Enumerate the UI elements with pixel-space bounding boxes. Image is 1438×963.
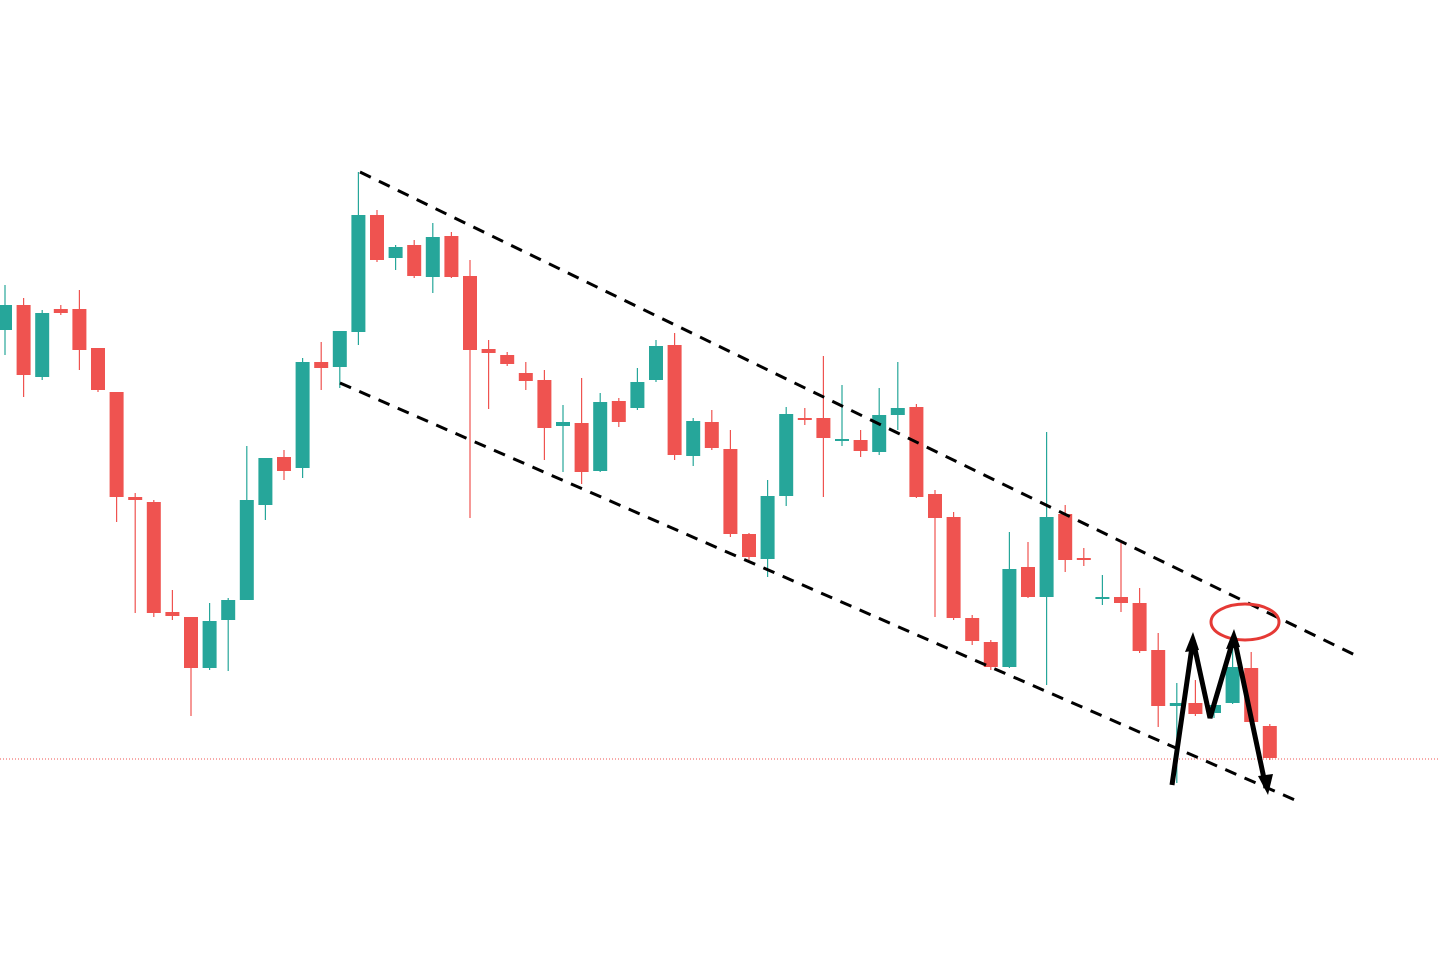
candle-body (295, 362, 310, 468)
candle-body (407, 245, 422, 276)
candle-body (481, 349, 496, 353)
candle-body (1114, 597, 1128, 603)
candle-body (723, 449, 738, 534)
candle-body (742, 534, 756, 557)
candle-body (277, 457, 291, 471)
candle-body (91, 348, 105, 390)
candle-body (1002, 569, 1017, 667)
candle-body (518, 373, 533, 381)
candle-body (704, 422, 719, 448)
candle-body (425, 237, 440, 277)
candle-body (983, 642, 998, 667)
arrow-head (1226, 629, 1240, 649)
candle-body (1151, 650, 1166, 706)
candle-body (258, 458, 273, 505)
highlight-ellipse (1209, 602, 1281, 642)
candle-body (667, 345, 682, 455)
candle-body (1169, 703, 1184, 706)
candle-body (0, 305, 12, 330)
candle-body (1188, 703, 1203, 714)
arrow-head (1185, 632, 1199, 652)
candle-body (890, 408, 905, 415)
candle-body (1058, 514, 1073, 560)
drawings (339, 170, 1356, 802)
m-pattern-path (1169, 636, 1269, 789)
candle-body (202, 621, 217, 668)
candle-body (72, 309, 87, 350)
arrow-head (1258, 774, 1273, 795)
candle-body (128, 497, 143, 500)
candle-body (556, 422, 570, 426)
candle-body (146, 502, 161, 613)
candle-body (928, 494, 942, 518)
candle-body (760, 496, 775, 559)
candle-body (388, 247, 403, 258)
candle-body (109, 392, 124, 497)
candle-body (1132, 603, 1147, 651)
candle-body (1262, 726, 1277, 758)
channel-lower-line (339, 381, 1296, 802)
candle-body (965, 618, 980, 641)
candle-body (537, 380, 552, 428)
candle-body (1076, 558, 1091, 560)
candle-body (574, 423, 589, 472)
candle-body (630, 382, 645, 408)
candle-body (1039, 517, 1054, 597)
candles (0, 172, 1438, 783)
candle-body (946, 517, 961, 618)
candle-body (872, 415, 887, 452)
candle-body (314, 362, 329, 368)
candle-body (686, 421, 701, 456)
candle-body (649, 346, 663, 380)
candle-body (1095, 597, 1110, 599)
candle-body (797, 418, 812, 420)
candle-body (221, 600, 236, 620)
candle-body (593, 402, 608, 471)
candle-body (835, 439, 849, 441)
candle-body (370, 215, 384, 260)
candle-body (165, 612, 180, 616)
candle-body (816, 418, 831, 438)
candle-body (611, 401, 626, 422)
candle-body (16, 305, 31, 375)
candle-body (332, 331, 347, 367)
candle-body (853, 440, 868, 451)
candle-body (500, 355, 515, 364)
candle-body (1021, 567, 1035, 597)
candle-body (184, 617, 198, 668)
candle-body (909, 407, 924, 497)
channel-upper-line (359, 170, 1356, 657)
candle-body (53, 309, 68, 313)
candle-body (351, 215, 366, 332)
candle-body (444, 236, 459, 277)
candle-body (239, 500, 254, 600)
candle-body (463, 276, 477, 350)
candle-body (35, 313, 50, 377)
candle-body (779, 414, 794, 496)
candle-body (1225, 667, 1240, 703)
